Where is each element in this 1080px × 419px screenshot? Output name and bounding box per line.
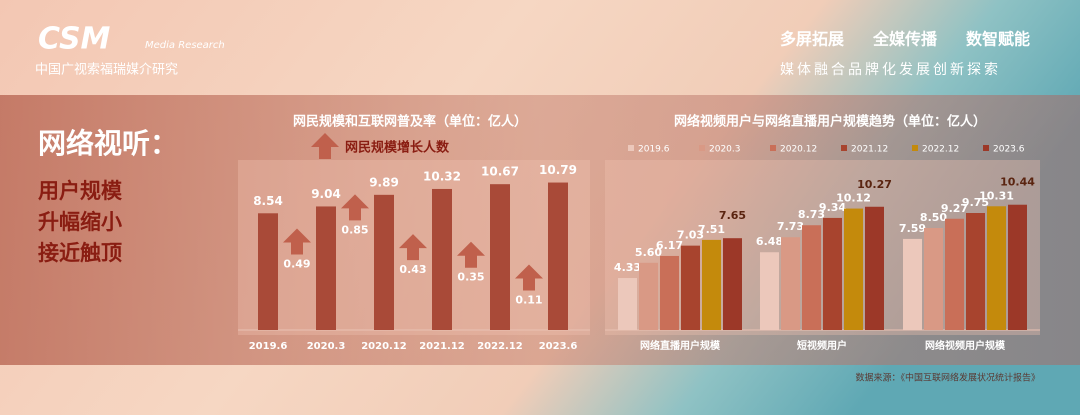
slogan: 全媒传播 <box>872 30 938 49</box>
logo-sub: Media Research <box>145 40 225 51</box>
value-label: 9.34 <box>819 201 846 214</box>
bar <box>945 218 964 330</box>
legend-label: 2020.3 <box>709 145 741 155</box>
bar <box>802 225 821 330</box>
bar <box>781 237 800 330</box>
value-label: 9.04 <box>311 187 341 201</box>
x-tick-label: 网络直播用户规模 <box>640 339 721 352</box>
bar <box>924 228 943 330</box>
bar <box>702 239 721 330</box>
legend-label: 2020.12 <box>780 145 817 155</box>
growth-arrow <box>399 234 427 261</box>
x-tick-label: 2019.6 <box>249 341 288 352</box>
legend-label: 2023.6 <box>993 145 1025 155</box>
slogan: 多屏拓展 <box>780 30 845 49</box>
growth-arrow <box>457 241 485 268</box>
x-tick-label: 网络视频用户规模 <box>925 339 1006 352</box>
value-label: 10.44 <box>1000 176 1035 189</box>
value-label: 10.79 <box>539 163 577 177</box>
logo: CSM <box>38 22 111 57</box>
source: 数据来源：《中国互联网络发展状况统计报告》 <box>855 372 1040 384</box>
legend-marker <box>912 145 918 151</box>
bar <box>490 184 510 330</box>
legend-label: 2022.12 <box>922 145 959 155</box>
bar <box>966 213 985 330</box>
value-label: 7.73 <box>777 220 804 233</box>
legend-marker <box>841 145 847 151</box>
legend-marker <box>311 133 339 159</box>
x-tick-label: 2022.12 <box>477 341 523 352</box>
value-label: 9.27 <box>941 202 968 215</box>
value-label: 8.54 <box>253 194 283 208</box>
bar <box>844 208 863 330</box>
value-label: 7.51 <box>698 223 725 236</box>
bar <box>639 262 658 330</box>
legend-marker <box>628 145 634 151</box>
bar <box>258 213 278 330</box>
company: 中国广视索福瑞媒介研究 <box>35 63 178 78</box>
value-label: 10.12 <box>836 192 871 205</box>
growth-label: 0.85 <box>341 223 368 236</box>
value-label: 10.27 <box>857 178 892 191</box>
bar <box>987 206 1006 330</box>
value-label: 4.33 <box>614 261 641 274</box>
bar <box>1008 204 1027 330</box>
x-tick-label: 2020.12 <box>361 341 407 352</box>
legend-marker <box>699 145 705 151</box>
x-tick-label: 短视频用户 <box>797 339 847 352</box>
x-tick-label: 2020.3 <box>307 341 346 352</box>
value-label: 8.73 <box>798 208 825 221</box>
growth-label: 0.11 <box>515 293 542 306</box>
value-label: 9.89 <box>369 175 399 189</box>
bar <box>432 188 452 330</box>
bar <box>548 182 568 330</box>
bar <box>316 206 336 330</box>
growth-label: 0.43 <box>399 263 426 276</box>
bar <box>374 194 394 330</box>
growth-arrow <box>283 228 311 255</box>
side-title: 网络视听： <box>38 127 178 160</box>
x-tick-label: 2021.12 <box>419 341 465 352</box>
legend-marker <box>983 145 989 151</box>
tagline: 媒体融合品牌化发展创新探索 <box>780 61 1001 78</box>
value-label: 8.50 <box>920 211 947 224</box>
chart-title: 网络视频用户与网络直播用户规模趋势（单位：亿人） <box>674 114 986 130</box>
value-label: 6.17 <box>656 239 683 252</box>
value-label: 7.03 <box>677 229 704 242</box>
slogan: 数智赋能 <box>966 30 1030 49</box>
bar <box>618 278 637 330</box>
bar <box>865 206 884 330</box>
value-label: 6.48 <box>756 235 783 248</box>
x-tick-label: 2023.6 <box>539 341 578 352</box>
value-label: 10.67 <box>481 165 519 179</box>
bar <box>723 238 742 330</box>
bar <box>760 252 779 330</box>
bar <box>823 217 842 330</box>
legend-label: 网民规模增长人数 <box>345 140 450 156</box>
chart-title: 网民规模和互联网普及率（单位：亿人） <box>293 114 527 130</box>
bar <box>681 245 700 330</box>
value-label: 7.59 <box>899 222 926 235</box>
legend-marker <box>770 145 776 151</box>
band <box>0 95 1080 365</box>
value-label: 10.31 <box>979 189 1014 202</box>
value-label: 9.75 <box>962 196 989 209</box>
growth-label: 0.35 <box>457 271 484 284</box>
side-line: 接近触顶 <box>38 241 122 265</box>
bar <box>660 255 679 330</box>
side-line: 用户规模 <box>38 179 123 203</box>
growth-arrow <box>341 194 369 221</box>
growth-label: 0.49 <box>283 257 310 270</box>
bar <box>903 238 922 330</box>
legend-label: 2021.12 <box>851 145 888 155</box>
growth-arrow <box>515 264 543 291</box>
value-label: 10.32 <box>423 169 461 183</box>
value-label: 7.65 <box>719 209 746 222</box>
legend-label: 2019.6 <box>638 145 670 155</box>
value-label: 5.60 <box>635 246 662 259</box>
side-line: 升幅缩小 <box>38 210 122 234</box>
